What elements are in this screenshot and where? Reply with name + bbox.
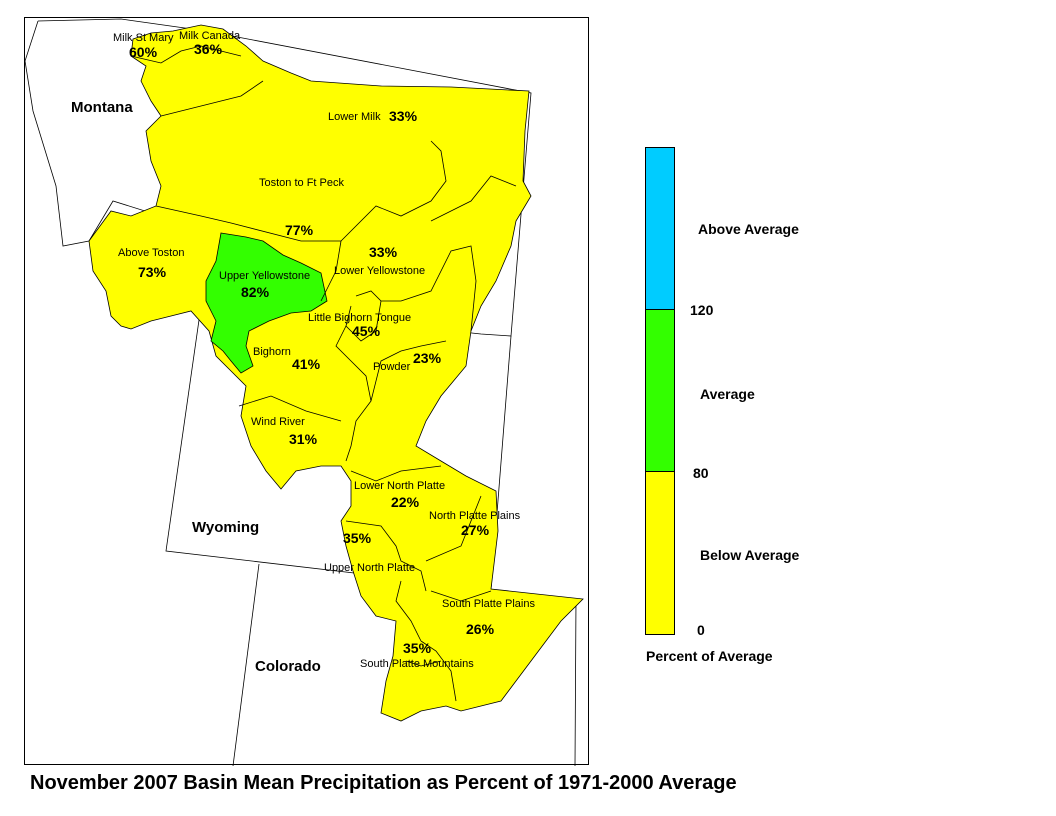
basin-pct-powder: 23%	[413, 350, 442, 366]
state-label-montana: Montana	[71, 99, 133, 116]
legend-break-0: 0	[697, 622, 705, 638]
basin-pct-little-bighorn-tongue: 45%	[352, 323, 381, 339]
basin-name-lower-yellowstone: Lower Yellowstone	[334, 265, 425, 277]
basin-pct-lower-north-platte: 22%	[391, 494, 420, 510]
basin-name-north-platte-plains: North Platte Plains	[429, 510, 521, 522]
legend-break-80: 80	[693, 465, 709, 481]
basin-name-above-toston: Above Toston	[118, 247, 184, 259]
basin-name-upper-north-platte: Upper North Platte	[324, 562, 415, 574]
basin-name-toston-to-ft-peck: Toston to Ft Peck	[259, 177, 344, 189]
basin-pct-upper-yellowstone: 82%	[241, 284, 270, 300]
legend-color-bar	[645, 147, 675, 635]
basin-name-south-platte-mountains: South Platte Mountains	[360, 658, 474, 670]
basin-name-lower-north-platte: Lower North Platte	[354, 480, 445, 492]
legend-title: Percent of Average	[646, 648, 773, 664]
basin-pct-bighorn: 41%	[292, 356, 321, 372]
basin-pct-milk-canada: 36%	[194, 41, 223, 57]
basin-divides	[130, 45, 517, 702]
legend-swatch-above-average	[645, 147, 675, 310]
basin-pct-wind-river: 31%	[289, 431, 318, 447]
colorado-boundary	[232, 563, 577, 766]
basin-pct-south-platte-mountains: 35%	[403, 640, 432, 656]
basin-name-wind-river: Wind River	[251, 416, 305, 428]
basin-map: Montana Wyoming Colorado Milk St Mary Mi…	[25, 18, 584, 766]
basin-pct-south-platte-plains: 26%	[466, 621, 495, 637]
basin-pct-above-toston: 73%	[138, 264, 167, 280]
basin-upper-yellowstone-area	[205, 232, 328, 374]
basin-pct-lower-milk: 33%	[389, 108, 418, 124]
basin-name-milk-canada: Milk Canada	[179, 30, 241, 42]
state-label-wyoming: Wyoming	[192, 519, 259, 536]
map-title: November 2007 Basin Mean Precipitation a…	[30, 772, 737, 794]
basin-pct-lower-yellowstone: 33%	[369, 244, 398, 260]
basin-name-south-platte-plains: South Platte Plains	[442, 598, 535, 610]
basin-name-little-bighorn-tongue: Little Bighorn Tongue	[308, 312, 411, 324]
basin-name-powder: Powder	[373, 361, 411, 373]
legend-label-below-average: Below Average	[700, 547, 800, 563]
legend-swatch-below-average	[645, 471, 675, 635]
wyoming-boundary	[165, 305, 512, 590]
legend-label-above-average: Above Average	[698, 221, 799, 237]
legend-label-average: Average	[700, 386, 755, 402]
basin-pct-milk-st-mary: 60%	[129, 44, 158, 60]
basin-below-average-region	[88, 24, 584, 722]
basin-pct-toston-to-ft-peck: 77%	[285, 222, 314, 238]
basin-pct-upper-north-platte: 35%	[343, 530, 372, 546]
legend-break-120: 120	[690, 302, 714, 318]
basin-name-lower-milk: Lower Milk	[328, 111, 381, 123]
map-frame: Montana Wyoming Colorado Milk St Mary Mi…	[24, 17, 589, 766]
basin-name-milk-st-mary: Milk St Mary	[113, 32, 174, 44]
state-label-colorado: Colorado	[255, 658, 321, 675]
basin-pct-north-platte-plains: 27%	[461, 522, 490, 538]
legend-swatch-average	[645, 309, 675, 472]
basin-name-upper-yellowstone: Upper Yellowstone	[219, 270, 310, 282]
basin-name-bighorn: Bighorn	[253, 346, 291, 358]
